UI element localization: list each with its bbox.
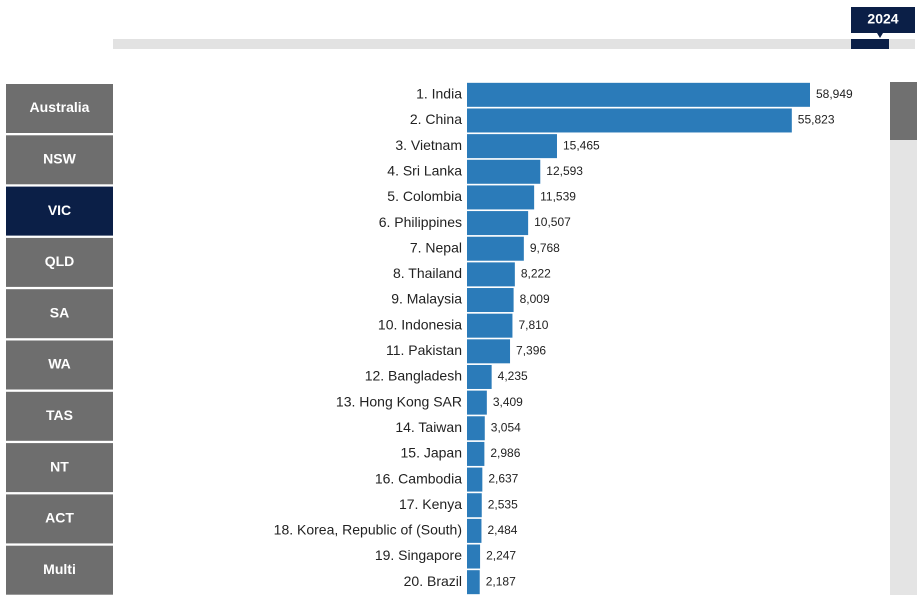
value-label: 2,247 (486, 549, 516, 563)
nav-button[interactable] (6, 186, 113, 236)
nav-label[interactable]: SA (50, 304, 69, 320)
value-label: 8,222 (521, 267, 551, 281)
scrollbar-thumb[interactable] (890, 82, 917, 140)
category-label: 15. Japan (401, 445, 463, 461)
category-label: 11. Pakistan (386, 342, 462, 358)
nav-button[interactable] (6, 494, 113, 544)
value-label: 15,465 (563, 138, 600, 152)
value-label: 4,235 (498, 369, 528, 383)
category-label: 18. Korea, Republic of (South) (274, 522, 462, 538)
value-label: 10,507 (534, 215, 571, 229)
nav-button[interactable] (6, 443, 113, 493)
bar (467, 518, 482, 543)
value-label: 2,986 (490, 446, 520, 460)
category-label: 1. India (416, 86, 462, 102)
nav-label[interactable]: ACT (45, 510, 74, 526)
bar (467, 185, 535, 210)
category-label: 3. Vietnam (395, 137, 462, 153)
bar (467, 493, 482, 518)
nav-button[interactable] (6, 84, 113, 133)
value-label: 2,187 (486, 574, 516, 588)
bar (467, 82, 810, 107)
bar (467, 570, 480, 595)
nav-label[interactable]: Multi (43, 561, 76, 577)
value-label: 7,810 (518, 318, 548, 332)
bar (467, 364, 492, 389)
category-label: 9. Malaysia (391, 291, 462, 307)
value-label: 3,054 (491, 420, 521, 434)
bar (467, 159, 541, 184)
nav-label[interactable]: NT (50, 458, 69, 474)
nav-button[interactable] (6, 237, 113, 287)
nav-button[interactable] (6, 135, 113, 185)
category-label: 13. Hong Kong SAR (336, 393, 462, 409)
category-label: 8. Thailand (393, 265, 462, 281)
bar (467, 211, 529, 236)
value-label: 2,637 (488, 472, 518, 486)
nav-label[interactable]: VIC (48, 202, 71, 218)
category-label: 4. Sri Lanka (387, 162, 462, 178)
nav-label[interactable]: QLD (45, 253, 75, 269)
bar (467, 288, 514, 313)
value-label: 12,593 (546, 164, 583, 178)
nav-label[interactable]: TAS (46, 407, 73, 423)
value-label: 7,396 (516, 343, 546, 357)
bar (467, 467, 483, 492)
year-label: 2024 (867, 11, 898, 27)
bar (467, 390, 487, 415)
timeline-track[interactable] (113, 39, 915, 49)
bar (467, 339, 511, 364)
bar (467, 262, 515, 287)
nav-label[interactable]: WA (48, 356, 71, 372)
year-pointer (877, 33, 883, 38)
bar (467, 134, 557, 159)
timeline-selected[interactable] (851, 39, 889, 49)
value-label: 11,539 (540, 190, 576, 204)
value-label: 3,409 (493, 395, 523, 409)
category-label: 6. Philippines (379, 214, 462, 230)
bar (467, 108, 792, 133)
bar (467, 236, 524, 261)
bar (467, 441, 485, 466)
bar (467, 544, 481, 569)
scrollbar-track[interactable] (890, 82, 917, 595)
category-label: 19. Singapore (375, 547, 462, 563)
value-label: 8,009 (520, 292, 550, 306)
nav-button[interactable] (6, 289, 113, 339)
value-label: 55,823 (798, 113, 835, 127)
category-label: 17. Kenya (399, 496, 462, 512)
value-label: 9,768 (530, 241, 560, 255)
year-badge (851, 7, 915, 33)
nav-label[interactable]: Australia (30, 99, 90, 115)
category-label: 2. China (410, 111, 462, 127)
category-label: 12. Bangladesh (365, 368, 462, 384)
value-label: 2,535 (488, 497, 518, 511)
bar (467, 416, 485, 441)
category-label: 5. Colombia (387, 188, 462, 204)
bar (467, 313, 513, 338)
value-label: 58,949 (816, 87, 853, 101)
nav-button[interactable] (6, 340, 113, 390)
nav-button[interactable] (6, 545, 113, 595)
nav-label[interactable]: NSW (43, 151, 76, 167)
value-label: 2,484 (487, 523, 517, 537)
category-label: 10. Indonesia (378, 316, 462, 332)
category-label: 7. Nepal (410, 239, 462, 255)
nav-button[interactable] (6, 391, 113, 441)
category-label: 14. Taiwan (395, 419, 462, 435)
category-label: 16. Cambodia (375, 470, 462, 486)
category-label: 20. Brazil (404, 573, 462, 589)
